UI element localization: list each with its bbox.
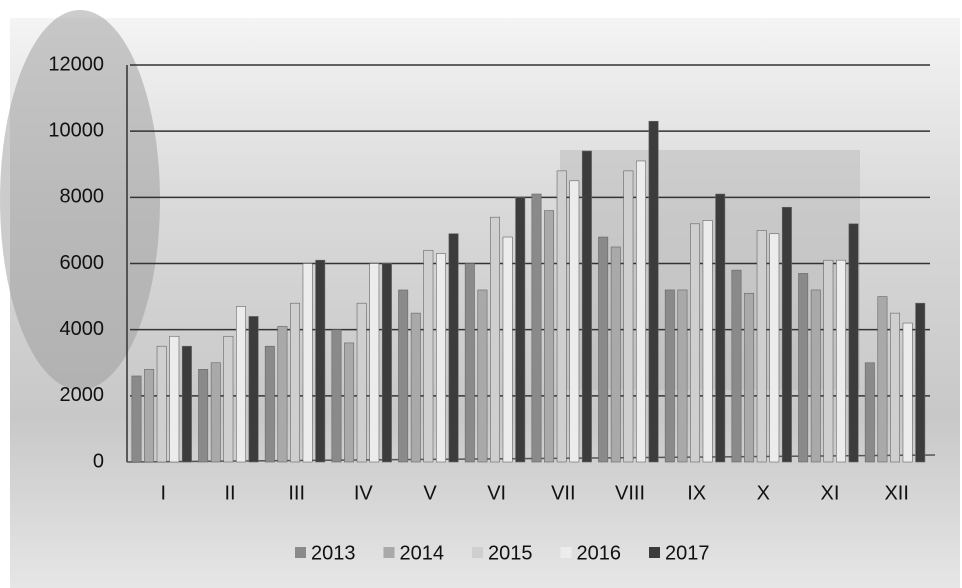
y-tick-label: 12000 (48, 53, 104, 75)
bar (823, 259, 834, 463)
bar (569, 180, 580, 463)
bar (690, 223, 700, 463)
bar (864, 362, 875, 463)
x-tick-label: III (288, 482, 305, 504)
legend-swatch (649, 547, 660, 558)
bar (556, 170, 567, 463)
bar (423, 249, 434, 463)
bar (715, 193, 726, 463)
bar (302, 263, 313, 463)
bar (398, 289, 409, 463)
bar (623, 170, 634, 463)
legend-swatch (472, 547, 483, 558)
bar (915, 302, 926, 463)
x-tick-label: IX (687, 482, 706, 504)
bar (448, 233, 459, 463)
x-tick-label: VIII (615, 482, 645, 504)
bar (248, 316, 259, 463)
x-tick-label: VI (487, 482, 506, 504)
y-tick-label: 4000 (60, 318, 105, 340)
bar (477, 289, 488, 463)
bar (744, 292, 755, 463)
bar (781, 206, 792, 463)
bar (264, 345, 275, 463)
bar (277, 326, 288, 463)
y-tick-label: 10000 (48, 119, 104, 141)
bar (198, 369, 209, 463)
legend-swatch (295, 547, 306, 558)
legend-label: 2016 (577, 542, 622, 564)
bar (877, 296, 888, 463)
bar (490, 216, 501, 463)
bar (144, 369, 155, 463)
bar (344, 342, 355, 463)
bar (544, 210, 555, 463)
y-tick-label: 0 (93, 450, 104, 472)
bar (769, 233, 780, 463)
bar (236, 306, 246, 463)
y-tick-label: 2000 (60, 384, 105, 406)
bar (181, 345, 192, 463)
x-tick-label: X (757, 482, 770, 504)
bar (581, 150, 592, 463)
x-tick-label: IV (354, 482, 374, 504)
legend-label: 2015 (488, 542, 533, 564)
x-tick-label: V (423, 482, 437, 504)
x-tick-label: VII (551, 482, 575, 504)
x-tick-label: XII (884, 482, 908, 504)
bar (331, 329, 342, 463)
bar (610, 246, 621, 463)
bar (664, 289, 675, 463)
bar (677, 289, 688, 463)
bar (635, 160, 646, 463)
y-tick-label: 8000 (60, 186, 105, 208)
bar (290, 302, 301, 463)
bar (315, 259, 326, 463)
bar (381, 263, 392, 463)
legend-label: 2013 (311, 542, 356, 564)
x-tick-label: I (161, 482, 167, 504)
tree-silhouette (0, 10, 160, 390)
y-tick-label: 6000 (60, 252, 105, 274)
bar (169, 335, 180, 463)
legend-label: 2014 (400, 542, 445, 564)
x-tick-label: XI (821, 482, 840, 504)
bar (502, 236, 513, 463)
legend-label: 2017 (665, 542, 710, 564)
legend-swatch (560, 547, 572, 558)
bar (902, 322, 913, 463)
bar (156, 345, 167, 463)
bar (702, 220, 713, 463)
bar (435, 253, 446, 463)
bar (598, 236, 609, 463)
bar (410, 312, 421, 463)
bar (223, 335, 234, 463)
legend-swatch (383, 547, 395, 558)
bar (798, 273, 809, 463)
bar (531, 193, 542, 463)
bar (810, 289, 821, 463)
bar (210, 362, 221, 463)
bar (515, 197, 526, 463)
x-tick-label: II (224, 482, 235, 504)
bar (464, 263, 475, 463)
bar (848, 223, 859, 463)
bar (756, 230, 767, 463)
bar (648, 120, 659, 463)
bar (890, 312, 900, 463)
bar (356, 302, 367, 463)
bar (731, 269, 742, 463)
bar (369, 263, 380, 463)
bar (835, 259, 846, 463)
bar (131, 375, 142, 463)
